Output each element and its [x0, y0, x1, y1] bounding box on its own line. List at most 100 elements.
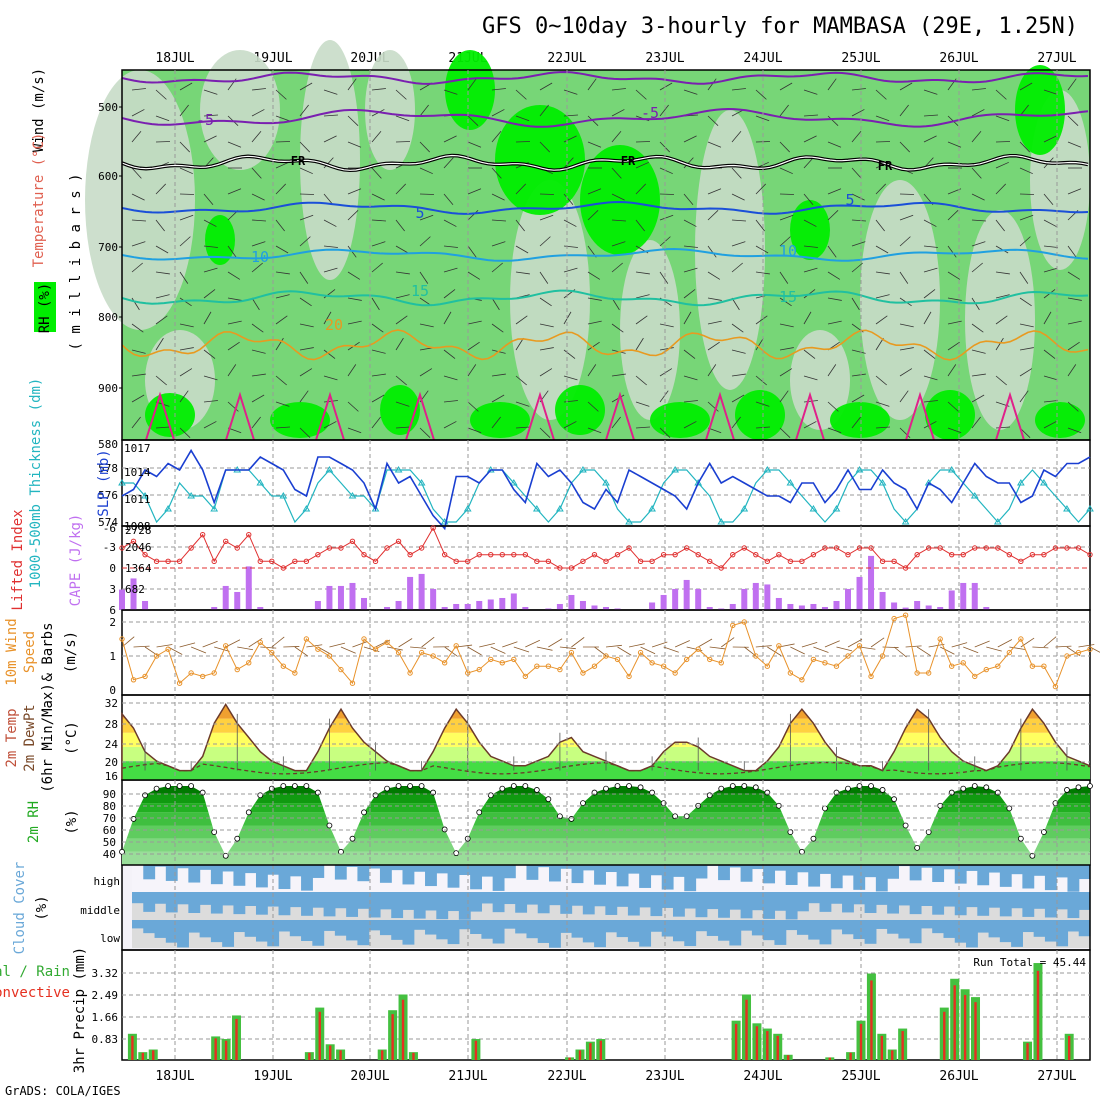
cape-bar	[119, 589, 125, 610]
wind-barb	[299, 214, 314, 221]
wind-barb	[827, 115, 839, 127]
wind-barb	[1067, 78, 1077, 91]
wind-barb	[971, 131, 982, 143]
wind-barb	[683, 193, 694, 205]
cloud-low-bar	[244, 920, 257, 937]
cloud-low-bar	[808, 920, 821, 940]
rh-point	[349, 835, 356, 842]
cape-bar	[902, 607, 909, 610]
date-label-top: 26JUL	[939, 51, 978, 66]
cloud-low-bar	[402, 920, 415, 945]
wind-barb	[875, 219, 885, 232]
temp-axis-label-1: 2m Temp	[4, 708, 20, 767]
cloud-middle-bar	[796, 892, 809, 912]
cape-bar	[337, 585, 344, 610]
wind-barb	[203, 135, 217, 143]
wind-barb	[203, 114, 218, 117]
panel-li-cape: -6 -3 0 3 6 2728 2046 1364 682 Lifted Index CAPE (…	[10, 509, 1093, 617]
wind-barb	[515, 245, 529, 254]
precip-convective-bar	[776, 1035, 779, 1060]
cloud-low-bar	[379, 920, 392, 936]
wind-barb	[467, 401, 479, 412]
wind-speed-point	[499, 660, 505, 666]
cape-bar	[948, 590, 955, 610]
cloud-middle-bar	[740, 892, 753, 919]
slp-tick: 1011	[124, 493, 151, 506]
li-point	[326, 545, 333, 551]
wind-barb	[683, 135, 697, 143]
wind-barb	[587, 364, 597, 377]
date-label-top: 23JUL	[645, 51, 684, 66]
li-point	[1041, 551, 1047, 558]
wind-barb	[395, 115, 410, 122]
cape-bar	[130, 578, 137, 610]
precip-convective-bar	[568, 1057, 571, 1060]
cloud-high-bar	[999, 865, 1012, 887]
wind-barb	[803, 135, 817, 143]
wind-barb	[755, 315, 768, 325]
contour-label: -5	[196, 111, 214, 129]
thickness-point	[1040, 479, 1048, 486]
cloud-middle-bar	[706, 892, 719, 910]
contour-minus5	[121, 107, 1089, 128]
cloud-level-label: low	[100, 932, 120, 945]
cloud-high-bar	[695, 865, 708, 879]
wind-barb	[491, 297, 500, 311]
wind-barb	[587, 427, 602, 434]
wind-barb	[323, 114, 338, 117]
cape-bar	[361, 597, 367, 610]
wind-barb	[419, 141, 431, 153]
cloud-middle-bar	[413, 892, 426, 919]
wind-barb	[179, 323, 194, 328]
cloud-middle-bar	[672, 892, 685, 917]
wind-barb	[683, 157, 694, 169]
wind-barb	[227, 271, 241, 280]
rh-low-region	[365, 50, 415, 170]
wind-speed-point	[937, 636, 943, 642]
wind-barb	[467, 341, 480, 351]
wind-barb	[995, 375, 1007, 386]
cloud-high-bar	[503, 865, 516, 879]
wind-barb	[131, 193, 145, 201]
wind-barb	[707, 209, 719, 221]
precip-convective-bar	[599, 1040, 602, 1060]
cloud-axis-unit: (%)	[34, 895, 50, 920]
wind-barb	[203, 349, 216, 359]
thickness-point	[855, 466, 864, 473]
wind-barb	[214, 646, 230, 652]
rh-point	[257, 792, 264, 799]
cloud-middle-bar	[368, 892, 381, 918]
wind-barb	[371, 88, 386, 91]
precip-convective-bar	[589, 1043, 592, 1060]
wind-barb	[179, 368, 193, 377]
wind-barb	[995, 219, 1005, 232]
cloud-middle-bar	[830, 892, 843, 904]
cape-bar	[418, 573, 425, 610]
wind-barb	[563, 135, 577, 143]
wind-barb	[386, 646, 403, 651]
wind-barb	[707, 401, 719, 412]
wind-barb	[923, 289, 936, 299]
cloud-middle-bar	[470, 892, 482, 912]
wind-speed-point	[488, 656, 494, 663]
li-point	[856, 545, 863, 551]
temp-axis-unit: (°C)	[64, 721, 80, 755]
cloud-high-bar	[413, 865, 426, 872]
thickness-point	[993, 518, 1002, 525]
rh-point	[384, 785, 390, 792]
wind-barb	[827, 320, 842, 325]
wind-barb	[707, 78, 717, 91]
wind-barb	[875, 294, 890, 299]
wind-barb	[875, 245, 889, 254]
wind-speed-point	[914, 670, 920, 676]
wind-barb	[563, 421, 577, 429]
cloud-middle-bar	[594, 892, 606, 907]
date-label-top: 24JUL	[743, 51, 782, 66]
cloud-middle-bar	[233, 892, 246, 915]
li-point	[315, 551, 321, 558]
footer-credit: GrADS: COLA/IGES	[5, 1084, 121, 1098]
temp-tick: 28	[105, 718, 118, 731]
rh-low-region	[790, 330, 850, 430]
wind-barb	[905, 645, 922, 648]
wind-speed-point	[683, 656, 690, 663]
